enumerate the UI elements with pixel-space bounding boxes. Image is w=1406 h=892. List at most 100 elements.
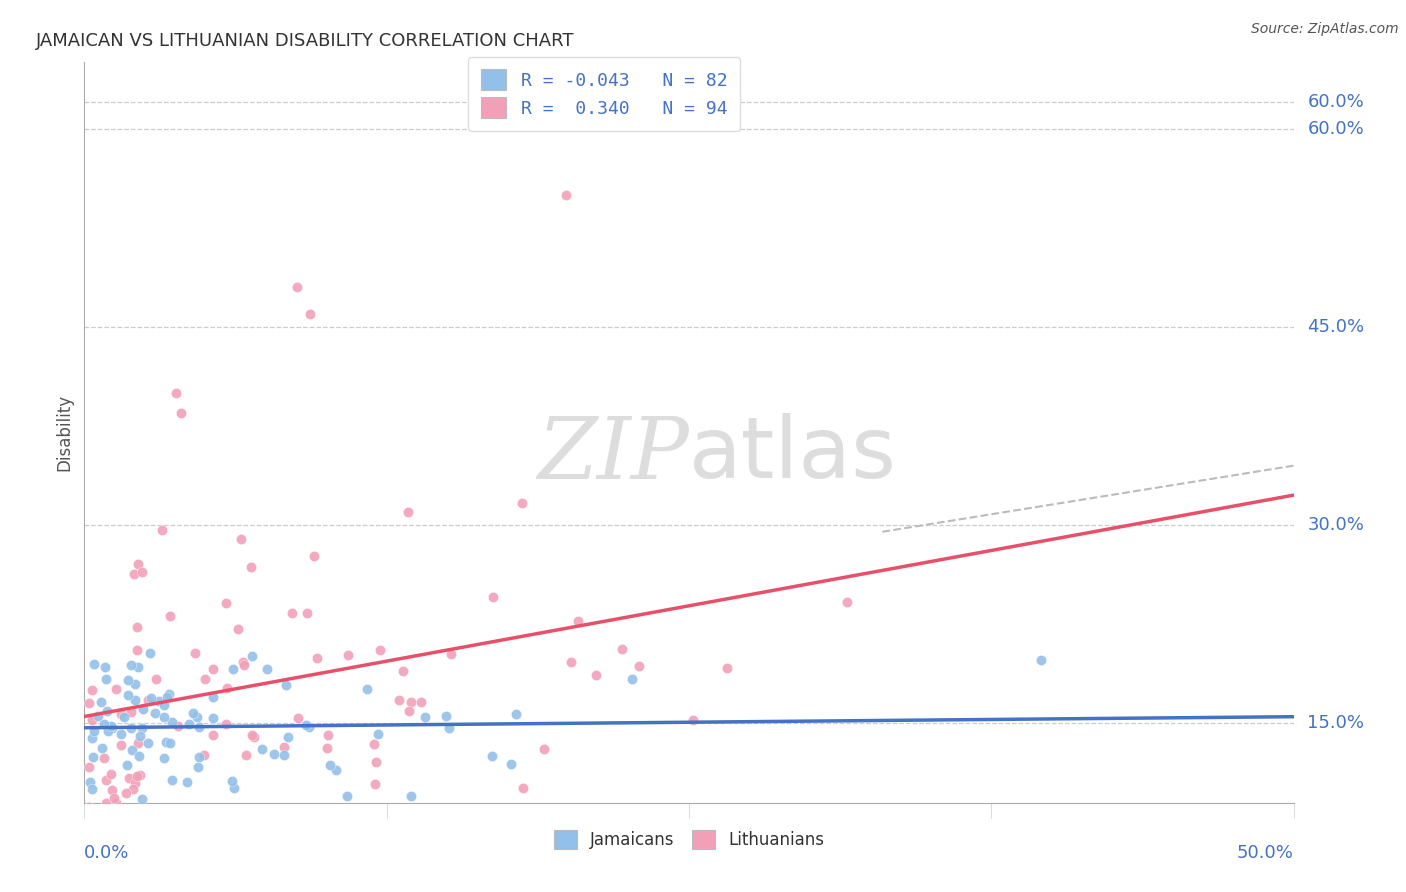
Point — [110, 738, 132, 752]
Point — [716, 661, 738, 675]
Point — [533, 742, 555, 756]
Point — [77, 799, 100, 814]
Point — [202, 711, 225, 725]
Point — [304, 549, 326, 564]
Point — [166, 719, 188, 733]
Point — [160, 715, 183, 730]
Point — [121, 743, 143, 757]
Point — [215, 596, 238, 610]
Point — [222, 661, 245, 675]
Text: atlas: atlas — [689, 413, 897, 496]
Point — [104, 796, 127, 810]
Point — [336, 789, 359, 804]
Point — [281, 606, 304, 620]
Point — [501, 756, 523, 771]
Point — [152, 710, 174, 724]
Point — [77, 760, 100, 774]
Point — [336, 648, 359, 662]
Point — [201, 727, 224, 741]
Point — [276, 678, 298, 692]
Point — [221, 774, 243, 789]
Point — [285, 280, 308, 294]
Point — [217, 681, 239, 695]
Text: Source: ZipAtlas.com: Source: ZipAtlas.com — [1251, 22, 1399, 37]
Text: JAMAICAN VS LITHUANIAN DISABILITY CORRELATION CHART: JAMAICAN VS LITHUANIAN DISABILITY CORREL… — [37, 32, 575, 50]
Point — [512, 781, 534, 796]
Point — [482, 591, 505, 605]
Point — [83, 657, 105, 671]
Point — [361, 802, 384, 816]
Text: 50.0%: 50.0% — [1237, 844, 1294, 862]
Point — [136, 735, 159, 749]
Point — [233, 658, 256, 673]
Point — [399, 695, 422, 709]
Point — [202, 662, 225, 676]
Point — [93, 750, 115, 764]
Point — [117, 771, 139, 785]
Point — [186, 709, 208, 723]
Point — [510, 496, 533, 510]
Point — [80, 682, 103, 697]
Point — [100, 767, 122, 781]
Point — [128, 748, 150, 763]
Point — [628, 658, 651, 673]
Point — [363, 737, 385, 751]
Point — [315, 740, 337, 755]
Point — [243, 730, 266, 744]
Point — [187, 749, 209, 764]
Point — [122, 567, 145, 582]
Point — [1031, 652, 1053, 666]
Point — [165, 386, 187, 401]
Text: 0.0%: 0.0% — [84, 844, 129, 862]
Point — [153, 751, 176, 765]
Point — [305, 650, 328, 665]
Point — [131, 565, 153, 579]
Point — [555, 187, 578, 202]
Point — [273, 747, 295, 762]
Point — [127, 620, 149, 634]
Point — [211, 802, 233, 816]
Point — [228, 622, 250, 636]
Point — [131, 792, 153, 806]
Point — [413, 709, 436, 723]
Point — [232, 656, 254, 670]
Point — [143, 706, 166, 720]
Point — [139, 690, 162, 705]
Point — [295, 717, 318, 731]
Point — [148, 694, 170, 708]
Point — [585, 668, 607, 682]
Point — [136, 693, 159, 707]
Point — [101, 782, 124, 797]
Point — [82, 750, 104, 764]
Point — [363, 777, 385, 791]
Point — [177, 802, 200, 816]
Point — [131, 721, 153, 735]
Text: 15.0%: 15.0% — [1308, 714, 1364, 732]
Point — [120, 705, 142, 719]
Point — [440, 648, 463, 662]
Point — [129, 729, 152, 743]
Point — [250, 742, 273, 756]
Point — [77, 802, 100, 816]
Point — [159, 609, 181, 624]
Point — [287, 711, 309, 725]
Point — [156, 690, 179, 705]
Point — [110, 706, 132, 721]
Point — [194, 672, 217, 686]
Point — [170, 406, 193, 420]
Point — [97, 723, 120, 738]
Y-axis label: Disability: Disability — [55, 394, 73, 471]
Point — [184, 646, 207, 660]
Point — [139, 646, 162, 660]
Text: 60.0%: 60.0% — [1308, 93, 1364, 112]
Point — [120, 721, 142, 735]
Point — [370, 642, 392, 657]
Point — [367, 727, 389, 741]
Point — [80, 782, 103, 797]
Point — [124, 693, 146, 707]
Point — [277, 802, 299, 816]
Point — [434, 708, 457, 723]
Point — [100, 719, 122, 733]
Point — [150, 523, 173, 537]
Point — [222, 802, 245, 816]
